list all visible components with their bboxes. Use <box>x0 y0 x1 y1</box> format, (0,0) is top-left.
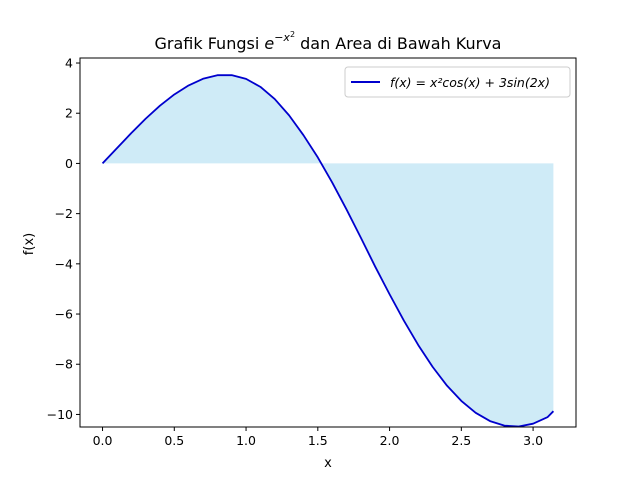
x-tick-label: 0.0 <box>93 433 113 448</box>
x-tick-label: 0.5 <box>164 433 184 448</box>
x-tick-label: 1.5 <box>308 433 328 448</box>
legend-label: f(x) = x²cos(x) + 3sin(2x) <box>390 75 550 90</box>
chart-title-exp-var: x <box>282 31 290 44</box>
chart-title-exp-minus: − <box>274 31 283 44</box>
chart-title-suffix: dan Area di Bawah Kurva <box>295 34 501 53</box>
x-tick-label: 2.5 <box>451 433 471 448</box>
y-tick-label: −8 <box>55 357 73 372</box>
y-tick-label: −10 <box>47 407 73 422</box>
y-tick-label: −6 <box>55 307 73 322</box>
legend: f(x) = x²cos(x) + 3sin(2x) <box>344 66 571 98</box>
y-tick-label: −2 <box>55 206 73 221</box>
y-axis-label: f(x) <box>22 233 37 255</box>
x-tick-label: 2.0 <box>380 433 400 448</box>
chart-title-prefix: Grafik Fungsi <box>155 34 265 53</box>
y-tick-label: 2 <box>65 106 73 121</box>
legend-box <box>344 66 571 98</box>
axes-frame <box>79 57 577 428</box>
axes: 0.0 0.5 1.0 1.5 2.0 2.5 3.0 4 2 0 −2 −4 −6 −8 −10 <box>47 56 577 448</box>
chart-title-base: e <box>264 34 274 53</box>
x-tick-label: 3.0 <box>523 433 543 448</box>
x-axis-label: x <box>324 456 332 471</box>
plot-area <box>101 74 555 428</box>
y-tick-label: 4 <box>65 56 73 71</box>
chart-title: Grafik Fungsi e−x2 dan Area di Bawah Kur… <box>155 30 502 53</box>
series-line-0 <box>101 74 555 428</box>
y-tick-label: −4 <box>55 256 73 271</box>
y-tick-label: 0 <box>65 156 73 171</box>
area-fill-0 <box>102 75 554 427</box>
chart-title-exp-power: 2 <box>290 30 295 39</box>
x-tick-label: 1.0 <box>236 433 256 448</box>
